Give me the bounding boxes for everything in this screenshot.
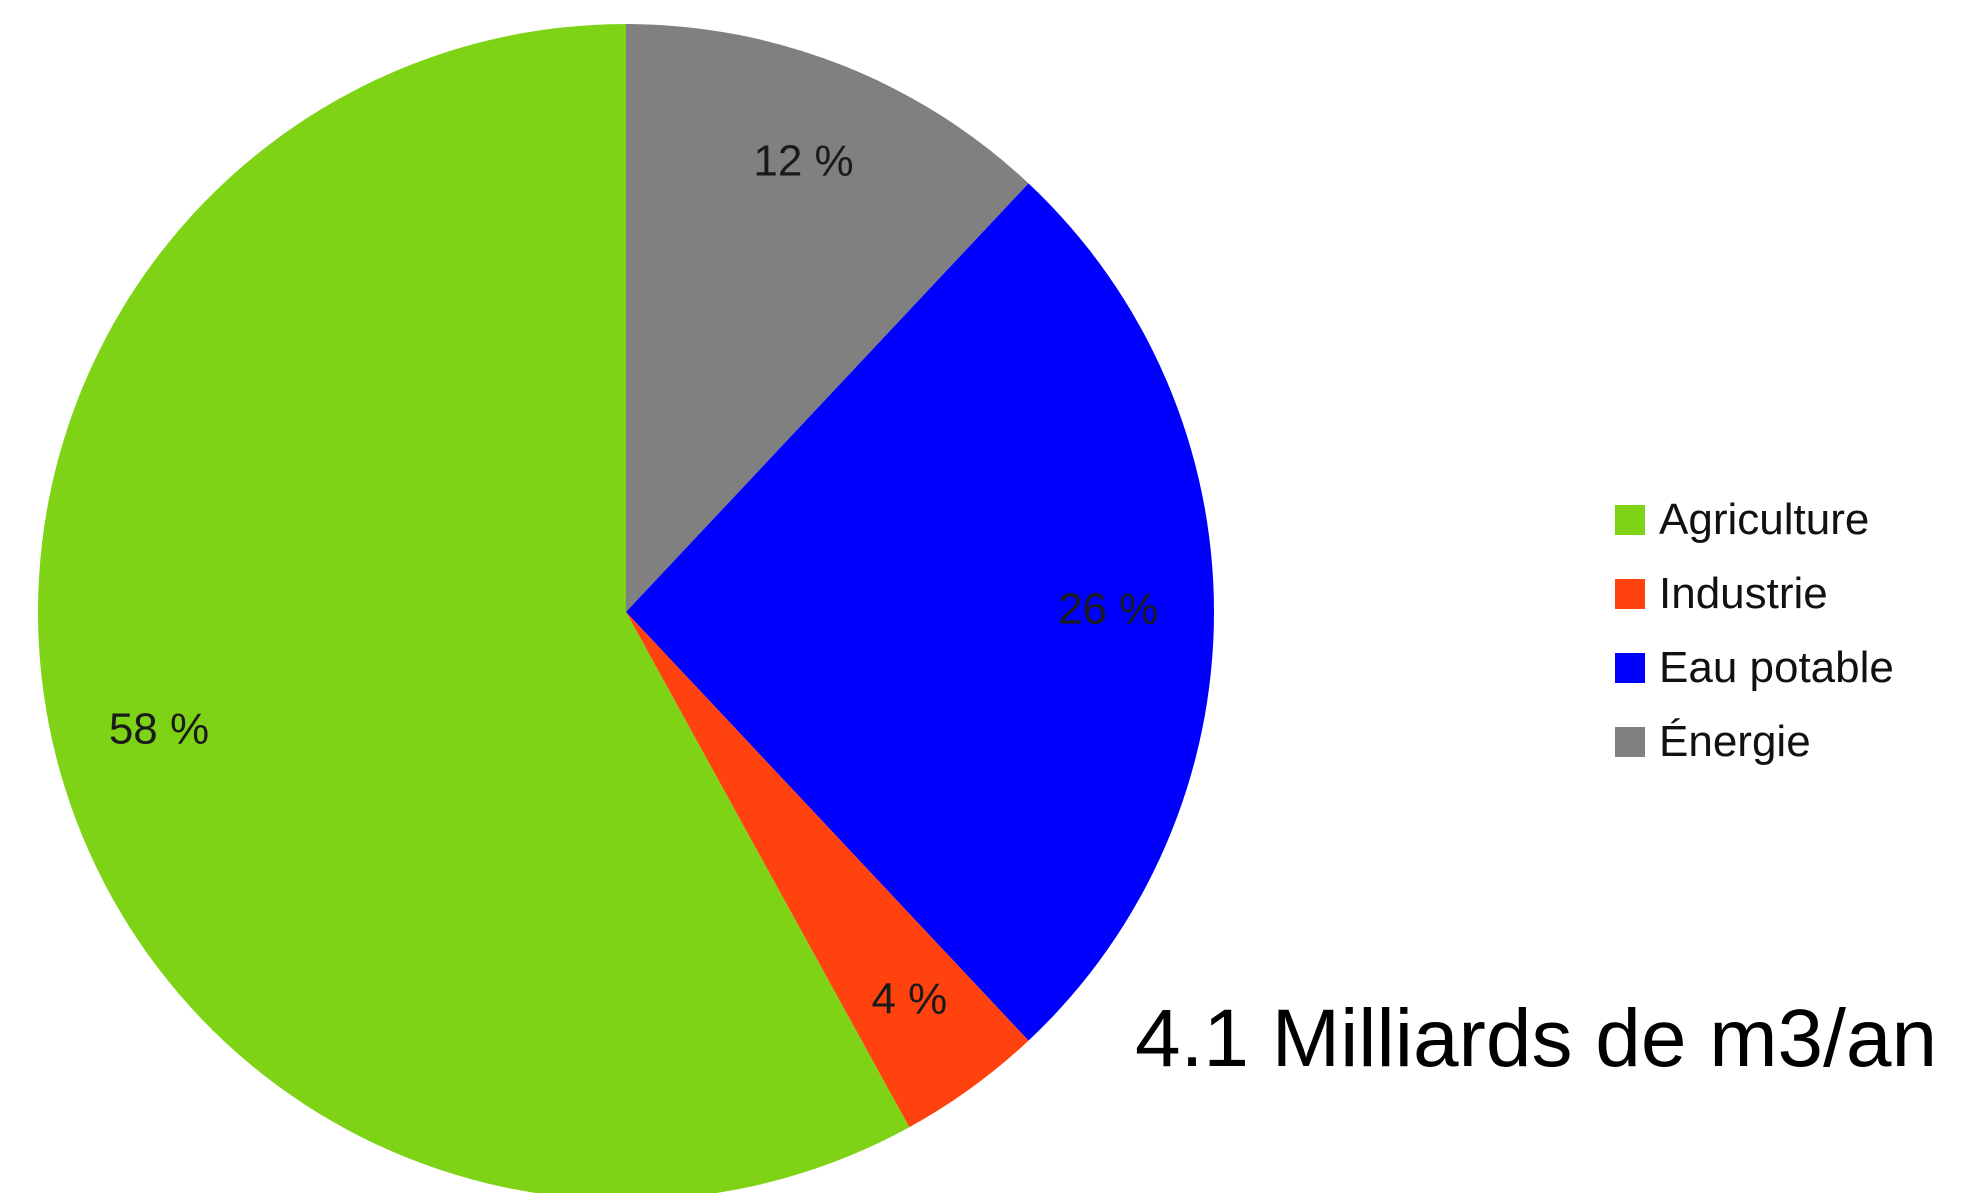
legend-item-eau-potable: Eau potable (1615, 631, 1894, 705)
legend-item-agriculture: Agriculture (1615, 483, 1894, 557)
slice-label-industrie: 4 % (871, 975, 947, 1024)
slice-label-energie: 12 % (753, 136, 853, 185)
legend-label-agriculture: Agriculture (1659, 495, 1870, 544)
slice-labels: 12 % 26 % 4 % 58 % (109, 136, 1158, 1023)
slice-label-agriculture: 58 % (109, 705, 209, 754)
legend-item-energie: Énergie (1615, 705, 1894, 779)
pie-slice-agriculture (38, 24, 910, 1193)
legend-swatch-eau-potable (1615, 653, 1645, 683)
legend: Agriculture Industrie Eau potable Énergi… (1615, 483, 1894, 779)
legend-swatch-industrie (1615, 579, 1645, 609)
legend-swatch-energie (1615, 727, 1645, 757)
slice-label-eau-potable: 26 % (1058, 585, 1158, 634)
legend-label-eau-potable: Eau potable (1659, 643, 1894, 692)
pie-slice-energie (626, 24, 1029, 612)
total-volume-annotation: 4.1 Milliards de m3/an (1135, 993, 1938, 1084)
pie-slice-industrie (626, 612, 1029, 1128)
pie-slice-eau-potable (626, 183, 1214, 1041)
legend-item-industrie: Industrie (1615, 557, 1894, 631)
legend-swatch-agriculture (1615, 505, 1645, 535)
pie-slices (38, 24, 1214, 1193)
legend-label-industrie: Industrie (1659, 569, 1828, 618)
legend-label-energie: Énergie (1659, 717, 1811, 766)
